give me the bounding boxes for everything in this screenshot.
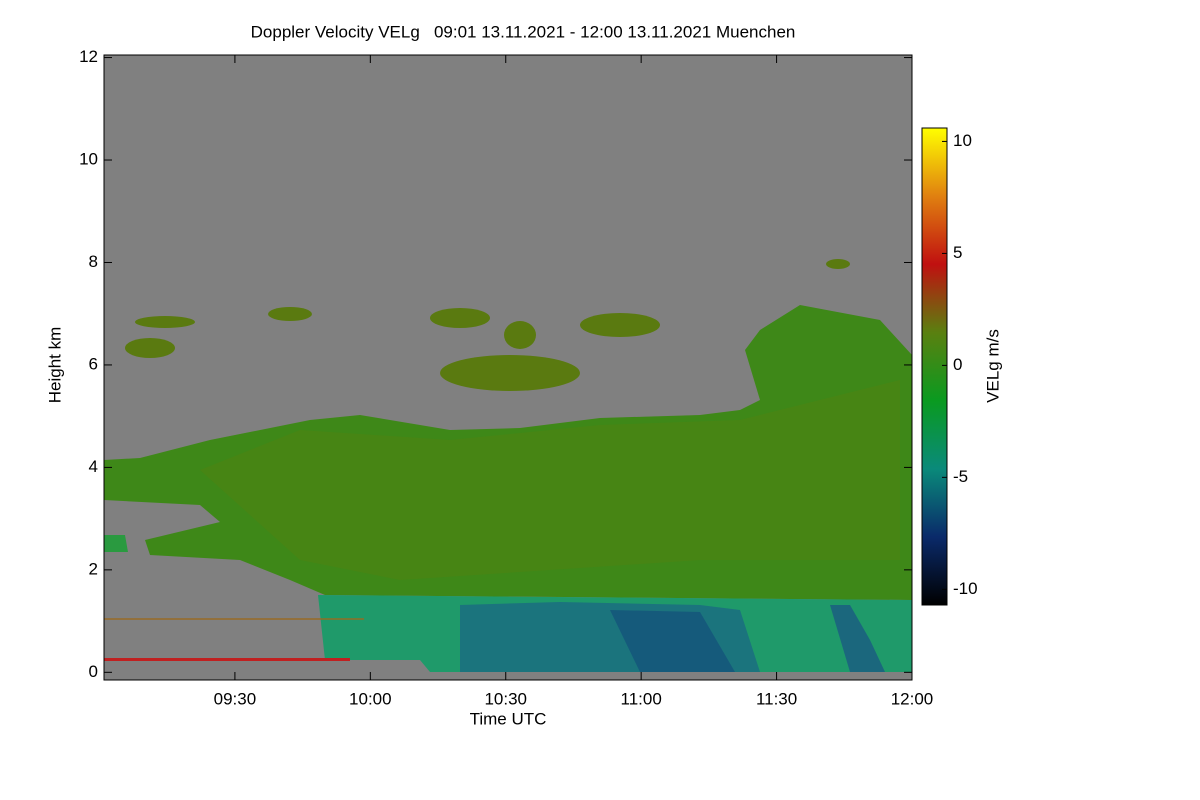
x-tick-label: 09:30 xyxy=(214,689,257,708)
colorbar-label: VELg m/s xyxy=(983,329,1002,403)
y-tick-label: 10 xyxy=(79,150,98,169)
colorbar-tick-label: 5 xyxy=(953,243,962,262)
colorbar-tick-label: -10 xyxy=(953,579,978,598)
x-tick-label: 11:00 xyxy=(621,689,662,708)
y-tick-label: 6 xyxy=(89,354,98,373)
y-tick-label: 4 xyxy=(89,457,98,476)
x-tick-label: 10:00 xyxy=(349,689,392,708)
x-axis-label: Time UTC xyxy=(470,709,547,728)
x-tick-label: 10:30 xyxy=(484,689,527,708)
colorbar xyxy=(921,127,948,606)
chart-title: Doppler Velocity VELg 09:01 13.11.2021 -… xyxy=(251,22,796,41)
plot-frame xyxy=(103,54,913,681)
colorbar-tick-label: -5 xyxy=(953,467,968,486)
y-tick-label: 12 xyxy=(79,47,98,66)
colorbar-tick-label: 0 xyxy=(953,355,962,374)
y-tick-label: 2 xyxy=(89,559,98,578)
x-tick-label: 12:00 xyxy=(891,689,934,708)
x-tick-label: 11:30 xyxy=(756,689,797,708)
colorbar-tick-label: 10 xyxy=(953,131,972,150)
y-tick-label: 0 xyxy=(89,662,98,681)
velocity-field xyxy=(104,55,912,680)
y-tick-label: 8 xyxy=(89,252,98,271)
y-axis-label: Height km xyxy=(45,327,64,404)
